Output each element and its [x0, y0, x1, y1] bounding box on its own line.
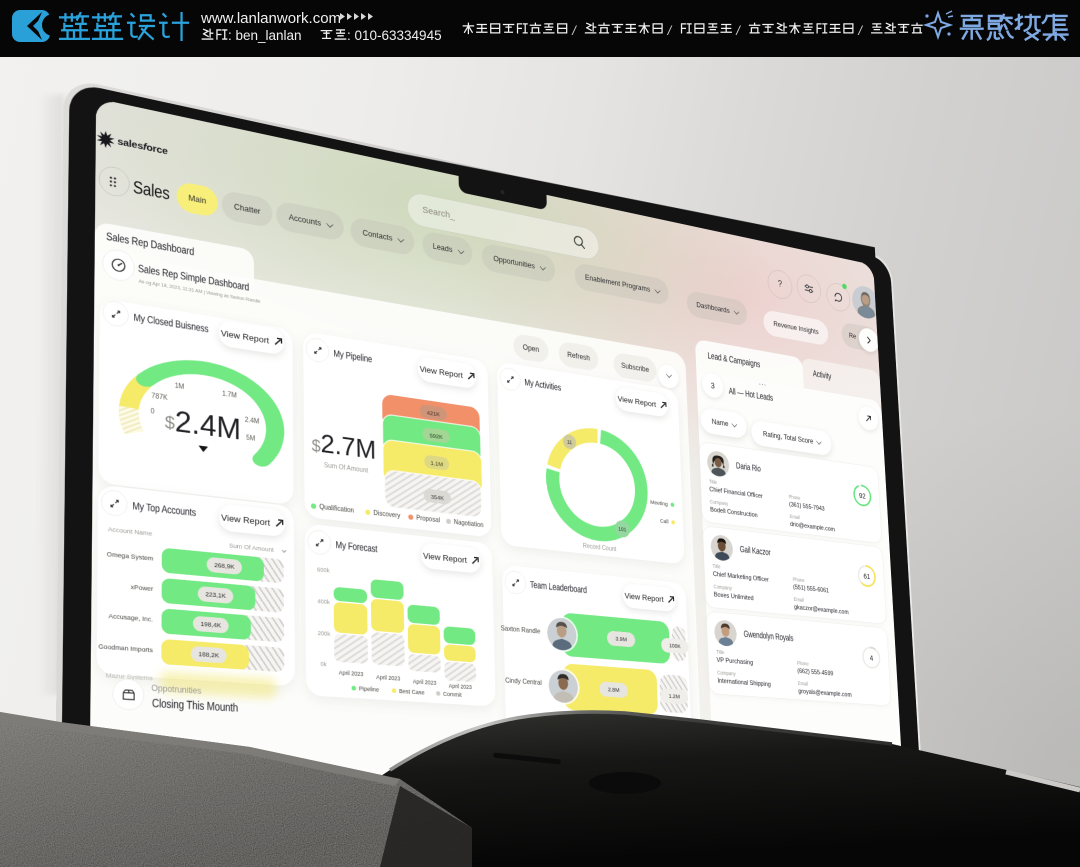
svg-text:Qualification: Qualification: [319, 504, 354, 515]
svg-text:April 2023: April 2023: [413, 680, 436, 687]
svg-text:600k: 600k: [317, 567, 330, 575]
svg-text:1.1M: 1.1M: [430, 460, 443, 468]
svg-text:Record Count: Record Count: [583, 543, 617, 553]
svg-text:Best Case: Best Case: [399, 688, 425, 696]
svg-text:400k: 400k: [317, 598, 330, 606]
svg-text:Nagotiation: Nagotiation: [454, 519, 484, 529]
svg-text:0k: 0k: [320, 661, 327, 668]
svg-text:/: /: [667, 23, 673, 38]
svg-text:/: /: [735, 23, 741, 38]
svg-text:www.lanlanwork.com: www.lanlanwork.com: [200, 10, 341, 27]
svg-text:592K: 592K: [430, 433, 444, 441]
svg-text:: 010-63334945: : 010-63334945: [347, 28, 442, 43]
svg-text:/: /: [571, 23, 577, 38]
svg-text:Call: Call: [660, 518, 669, 525]
svg-text:354K: 354K: [431, 494, 445, 502]
svg-text:Commit: Commit: [443, 691, 462, 699]
svg-text:421K: 421K: [427, 410, 441, 418]
svg-text:April 2023: April 2023: [449, 684, 472, 691]
svg-text:/: /: [857, 23, 863, 38]
svg-text:200k: 200k: [318, 630, 331, 638]
svg-text:1.7M: 1.7M: [222, 391, 237, 400]
svg-text:1M: 1M: [175, 383, 185, 391]
svg-text:Pipeline: Pipeline: [359, 686, 380, 694]
svg-text:787K: 787K: [151, 393, 168, 402]
svg-text:April 2023: April 2023: [376, 675, 400, 682]
svg-text:Meeting: Meeting: [650, 499, 668, 507]
svg-text:5M: 5M: [246, 435, 255, 443]
svg-text:0: 0: [151, 408, 155, 415]
svg-text:11: 11: [567, 439, 573, 446]
svg-text:: ben_lanlan: : ben_lanlan: [228, 28, 302, 43]
svg-text:101: 101: [618, 526, 627, 533]
svg-text:Discovery: Discovery: [373, 510, 401, 520]
svg-text:April 2023: April 2023: [339, 671, 363, 678]
svg-text:2.4M: 2.4M: [245, 417, 260, 426]
svg-text:Proposal: Proposal: [416, 515, 440, 524]
svg-text:$2.7M: $2.7M: [312, 427, 377, 464]
